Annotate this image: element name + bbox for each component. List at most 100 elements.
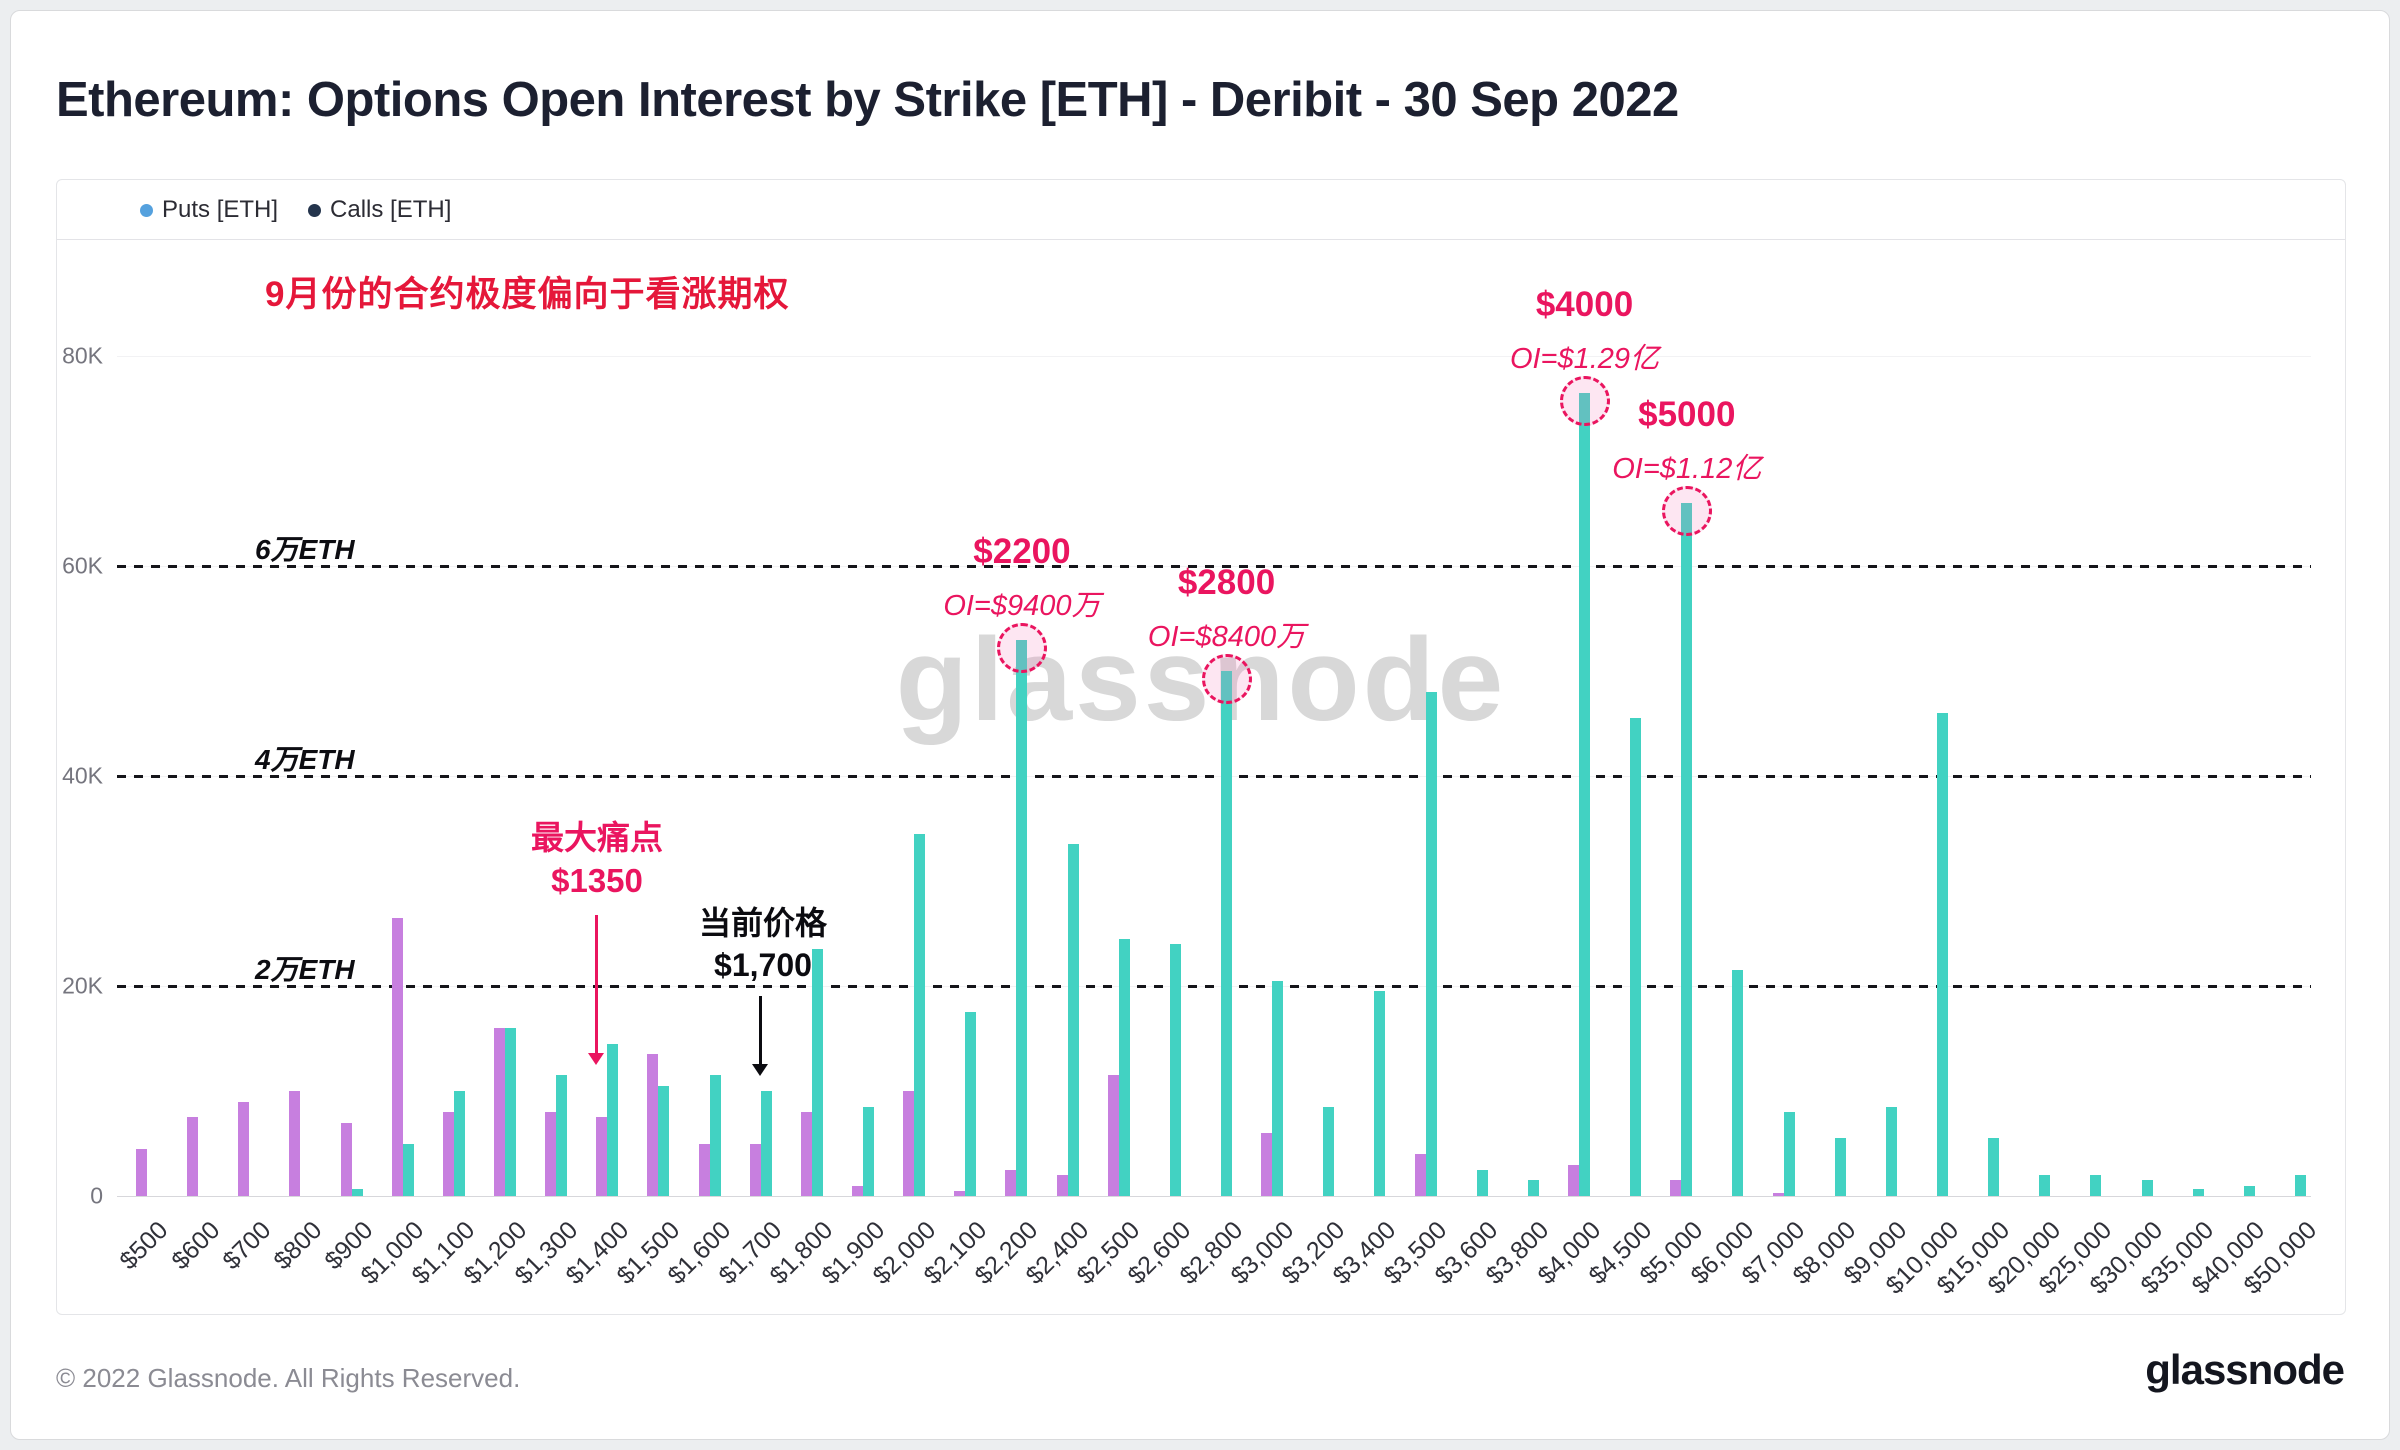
strike-callout: $2200 [973,531,1071,571]
calls-bar [2090,1175,2102,1196]
puts-bar [852,1185,863,1196]
glassnode-logo: glassnode [2145,1346,2345,1393]
oi-callout: OI=$9400万 [943,589,1101,622]
puts-bar [1414,1154,1426,1196]
y-axis-label: 80K [62,342,103,369]
calls-bar [1169,944,1181,1196]
strike-callout: $5000 [1638,395,1736,434]
current-price-arrow-shaft [758,996,762,1064]
puts-legend-dot [140,203,153,217]
calls-bar [556,1075,568,1196]
chart-card: Puts [ETH] Calls [ETH] glassnode 0 20K 40K… [56,179,2346,1315]
puts-bar [238,1101,250,1196]
calls-bar [1323,1106,1335,1196]
puts-bar [289,1091,301,1196]
plot-area: 0 20K 40K 60K 80K 6万ETH 4万ETH 2万ETH $500 $600 $700… [57,180,2345,1314]
legend-item-calls[interactable]: Calls [ETH] [308,196,451,224]
max-pain-arrow-head [588,1053,604,1065]
strike-callout: $4000 [1535,284,1634,324]
plot-top-border [57,239,2345,240]
y-axis-label: 60K [62,552,103,579]
puts-bar [545,1112,557,1196]
puts-bar [1670,1180,1682,1196]
x-axis-label: $600 [165,1216,225,1276]
oi-callout: OI=$8400万 [1147,621,1306,653]
chart-legend: Puts [ETH] Calls [ETH] [140,196,451,224]
oi-callout: OI=$1.29亿 [1509,342,1660,375]
calls-bar [914,833,926,1196]
puts-bar [494,1028,505,1196]
calls-bar [1937,713,1948,1196]
puts-bar [1772,1192,1784,1196]
highlight-circle [996,622,1047,673]
calls-bar [1221,671,1232,1196]
calls-bar [760,1091,772,1196]
calls-bar [505,1028,516,1196]
page-background: Ethereum: Options Open Interest by Strik… [10,10,2390,1440]
puts-bar [1568,1164,1579,1196]
calls-bar [1272,980,1284,1196]
calls-bar [607,1043,619,1196]
copyright-text: © 2022 Glassnode. All Rights Reserved. [56,1363,521,1393]
calls-bar [1885,1106,1897,1196]
puts-bar [800,1112,812,1196]
puts-bar [1056,1175,1068,1196]
calls-bar [1476,1169,1488,1196]
puts-bar [749,1143,761,1196]
calls-bar [1732,970,1744,1196]
puts-bar [1107,1075,1119,1196]
headline-annotation: 9月份的合约极度偏向于看涨期权 [265,275,790,314]
calls-bar [2192,1188,2204,1196]
max-pain-label: 最大痛点 [531,819,663,856]
x-axis-baseline [117,1196,2311,1197]
calls-bar [1579,392,1590,1196]
eth-threshold-line [117,775,2311,778]
eth-threshold-label: 6万ETH [255,534,355,565]
puts-bar [340,1122,352,1196]
x-axis-label: $800 [268,1216,328,1276]
calls-bar [2295,1175,2306,1196]
x-axis-label: $500 [114,1216,174,1276]
puts-bar [391,917,403,1196]
puts-bar [442,1112,454,1196]
max-pain-annotation: 最大痛点 $1350 [531,816,663,902]
calls-bar [863,1106,874,1196]
x-axis-label: $700 [216,1216,277,1276]
page-title: Ethereum: Options Open Interest by Strik… [56,72,1679,127]
calls-bar [1834,1138,1846,1196]
highlight-circle [1661,486,1712,536]
highlight-circle [1559,375,1610,426]
calls-bar [1118,938,1130,1196]
calls-bar [1527,1180,1539,1196]
current-price-annotation: 当前价格 $1,700 [699,902,827,986]
calls-bar [1988,1138,2000,1196]
calls-legend-label: Calls [ETH] [330,196,452,223]
calls-bar [1630,718,1642,1196]
y-axis-label: 20K [62,972,103,999]
calls-bar [1016,639,1028,1196]
puts-bar [1261,1133,1273,1196]
eth-threshold-line [117,565,2311,568]
oi-callout: OI=$1.12亿 [1612,453,1762,485]
calls-bar [2243,1185,2255,1196]
puts-bar [698,1143,710,1196]
puts-bar [903,1091,915,1196]
highlight-circle [1201,654,1252,704]
calls-bar [658,1085,670,1196]
puts-bar [954,1190,966,1196]
max-pain-value: $1350 [551,862,643,899]
puts-bar [187,1117,199,1196]
calls-bar [811,949,823,1196]
eth-threshold-label: 2万ETH [255,954,355,985]
current-price-value: $1,700 [714,947,812,983]
calls-bar [453,1091,465,1196]
puts-bar [647,1054,659,1196]
puts-legend-label: Puts [ETH] [162,196,279,223]
gridline [117,356,2311,357]
puts-bar [596,1117,608,1196]
current-price-arrow [752,996,768,1076]
y-axis-label: 0 [90,1182,103,1209]
calls-legend-dot [308,203,322,217]
eth-threshold-label: 4万ETH [255,744,355,775]
legend-item-puts[interactable]: Puts [ETH] [140,196,278,224]
